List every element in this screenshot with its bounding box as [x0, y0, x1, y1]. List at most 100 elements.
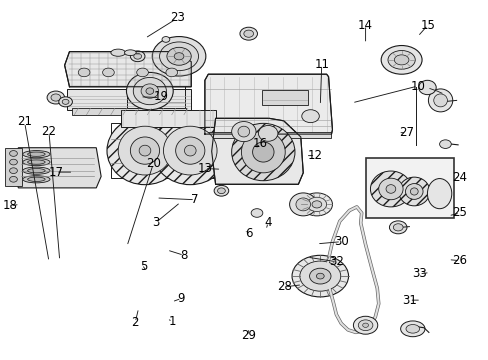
Circle shape — [358, 320, 372, 330]
Text: 7: 7 — [191, 193, 199, 206]
Ellipse shape — [166, 47, 191, 65]
Ellipse shape — [27, 152, 45, 156]
Circle shape — [301, 110, 319, 123]
Circle shape — [51, 94, 61, 101]
Ellipse shape — [385, 185, 395, 193]
Text: 6: 6 — [244, 226, 252, 239]
Ellipse shape — [27, 177, 45, 181]
Ellipse shape — [238, 126, 249, 137]
Ellipse shape — [387, 50, 414, 69]
Circle shape — [102, 68, 114, 77]
Ellipse shape — [162, 37, 169, 42]
Circle shape — [47, 91, 64, 104]
Ellipse shape — [393, 55, 408, 65]
Text: 24: 24 — [451, 171, 467, 184]
Text: 21: 21 — [17, 116, 32, 129]
Circle shape — [251, 209, 262, 217]
Circle shape — [244, 30, 253, 37]
Circle shape — [10, 159, 18, 165]
Text: 13: 13 — [197, 162, 212, 175]
Bar — [67, 89, 191, 110]
Ellipse shape — [380, 45, 421, 74]
Text: 26: 26 — [451, 254, 467, 267]
Text: 4: 4 — [264, 216, 271, 229]
Ellipse shape — [433, 94, 447, 107]
Ellipse shape — [295, 198, 310, 211]
Ellipse shape — [126, 72, 173, 110]
Circle shape — [306, 197, 326, 212]
Circle shape — [217, 188, 225, 194]
Bar — [205, 132, 330, 138]
Text: 11: 11 — [314, 58, 328, 71]
Ellipse shape — [231, 122, 256, 141]
Circle shape — [309, 268, 330, 284]
Text: 3: 3 — [152, 216, 160, 229]
Text: 27: 27 — [398, 126, 413, 139]
Ellipse shape — [163, 126, 217, 175]
Ellipse shape — [405, 184, 422, 199]
Ellipse shape — [289, 193, 316, 216]
Text: 10: 10 — [409, 80, 424, 93]
Text: 9: 9 — [177, 292, 185, 305]
Text: 33: 33 — [411, 267, 426, 280]
Text: 29: 29 — [241, 329, 256, 342]
Text: 19: 19 — [153, 90, 168, 103]
Bar — [261, 90, 307, 105]
Text: 17: 17 — [48, 166, 63, 179]
Ellipse shape — [141, 84, 158, 98]
Polygon shape — [211, 118, 303, 184]
Text: 28: 28 — [277, 280, 292, 293]
Ellipse shape — [111, 49, 125, 56]
Circle shape — [392, 224, 402, 231]
Text: 20: 20 — [145, 157, 161, 170]
Text: 18: 18 — [2, 199, 18, 212]
Ellipse shape — [427, 179, 451, 209]
Ellipse shape — [152, 37, 205, 76]
Text: 25: 25 — [452, 207, 467, 220]
Ellipse shape — [378, 178, 402, 200]
Polygon shape — [14, 148, 101, 188]
Ellipse shape — [22, 176, 50, 183]
Ellipse shape — [175, 137, 204, 164]
Ellipse shape — [174, 53, 183, 60]
Ellipse shape — [427, 89, 452, 112]
Polygon shape — [64, 51, 191, 87]
Circle shape — [299, 261, 340, 291]
Ellipse shape — [27, 160, 45, 164]
Ellipse shape — [130, 137, 159, 164]
Ellipse shape — [370, 171, 410, 207]
Circle shape — [353, 316, 377, 334]
Circle shape — [134, 53, 141, 59]
Ellipse shape — [124, 50, 136, 55]
Text: 8: 8 — [180, 249, 187, 262]
Circle shape — [362, 323, 368, 327]
Ellipse shape — [118, 126, 171, 175]
Text: 5: 5 — [140, 260, 147, 273]
Ellipse shape — [145, 88, 153, 94]
Ellipse shape — [252, 142, 273, 162]
Ellipse shape — [409, 188, 417, 195]
Circle shape — [165, 68, 177, 77]
Bar — [72, 108, 186, 115]
Text: 14: 14 — [357, 19, 372, 32]
Ellipse shape — [107, 117, 183, 185]
Ellipse shape — [184, 145, 196, 156]
Ellipse shape — [400, 321, 424, 337]
Text: 31: 31 — [401, 294, 416, 307]
Bar — [127, 76, 185, 108]
Circle shape — [10, 176, 18, 182]
Ellipse shape — [241, 131, 285, 173]
Text: 22: 22 — [41, 125, 57, 138]
Circle shape — [240, 27, 257, 40]
Circle shape — [291, 255, 348, 297]
Circle shape — [301, 193, 332, 216]
Bar — [111, 123, 227, 178]
Circle shape — [10, 168, 18, 174]
Text: 1: 1 — [169, 315, 176, 328]
Ellipse shape — [139, 145, 150, 156]
Circle shape — [311, 201, 321, 208]
Ellipse shape — [398, 177, 429, 206]
Ellipse shape — [133, 77, 166, 105]
Ellipse shape — [22, 167, 50, 174]
Ellipse shape — [152, 117, 228, 185]
